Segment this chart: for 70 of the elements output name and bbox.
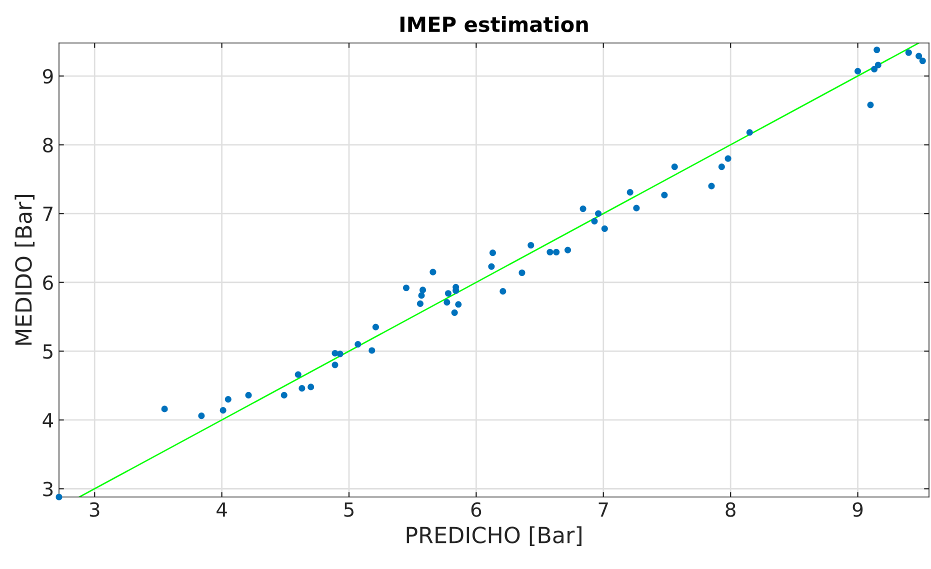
x-tick-label: 4 xyxy=(216,502,227,517)
y-tick-label: 3 xyxy=(43,482,53,496)
point xyxy=(867,102,874,108)
point xyxy=(489,250,496,256)
y-axis-title: MEDIDO [Bar] xyxy=(14,194,35,345)
point xyxy=(724,155,732,162)
y-tick-label: 8 xyxy=(43,138,53,152)
point xyxy=(430,268,436,276)
point xyxy=(854,68,862,74)
point xyxy=(451,309,458,316)
point xyxy=(874,62,882,68)
point xyxy=(455,301,462,308)
point xyxy=(280,392,288,398)
point xyxy=(488,263,495,270)
point xyxy=(595,210,602,217)
point xyxy=(564,246,572,254)
y-tick-label: 7 xyxy=(43,206,52,221)
point xyxy=(444,290,452,297)
point xyxy=(546,248,554,256)
x-tick-label: 9 xyxy=(852,502,863,517)
point xyxy=(368,347,376,354)
y-tick-label: 6 xyxy=(43,275,53,290)
point xyxy=(245,392,252,398)
point xyxy=(500,288,506,295)
point xyxy=(298,385,306,392)
point xyxy=(419,286,426,294)
point xyxy=(332,350,338,357)
point xyxy=(308,384,314,390)
y-tick-label: 5 xyxy=(43,344,52,359)
point xyxy=(746,129,753,136)
point xyxy=(332,362,338,368)
point xyxy=(633,204,640,212)
point xyxy=(161,406,168,412)
point xyxy=(528,242,534,249)
point xyxy=(354,340,362,348)
point xyxy=(661,192,668,198)
point xyxy=(591,218,598,224)
point xyxy=(518,269,526,276)
x-tick-label: 7 xyxy=(598,502,608,517)
y-tick-label: 4 xyxy=(42,413,54,428)
point xyxy=(56,494,62,500)
point xyxy=(919,58,926,64)
x-axis-title: PREDICHO [Bar] xyxy=(406,526,582,546)
point xyxy=(580,205,586,212)
x-tick-label: 3 xyxy=(90,502,100,517)
point xyxy=(871,66,878,72)
point xyxy=(336,350,344,358)
point xyxy=(444,299,450,306)
point xyxy=(916,52,922,60)
x-tick-label: 6 xyxy=(471,502,482,517)
point xyxy=(198,412,205,420)
point xyxy=(874,46,880,54)
y-tick-label: 9 xyxy=(42,68,53,84)
point xyxy=(553,248,560,256)
point xyxy=(601,225,608,232)
point xyxy=(224,396,232,403)
point xyxy=(220,407,226,414)
point xyxy=(418,292,425,299)
point xyxy=(718,164,725,170)
x-tick-label: 5 xyxy=(344,502,354,517)
point xyxy=(294,371,302,378)
point xyxy=(905,49,912,56)
chart-title: IMEP estimation xyxy=(400,16,588,32)
x-tick-label: 8 xyxy=(726,502,736,517)
point xyxy=(671,164,678,170)
point xyxy=(416,300,424,307)
point xyxy=(626,188,634,196)
point xyxy=(402,284,410,292)
point xyxy=(372,324,380,330)
point xyxy=(708,182,715,190)
